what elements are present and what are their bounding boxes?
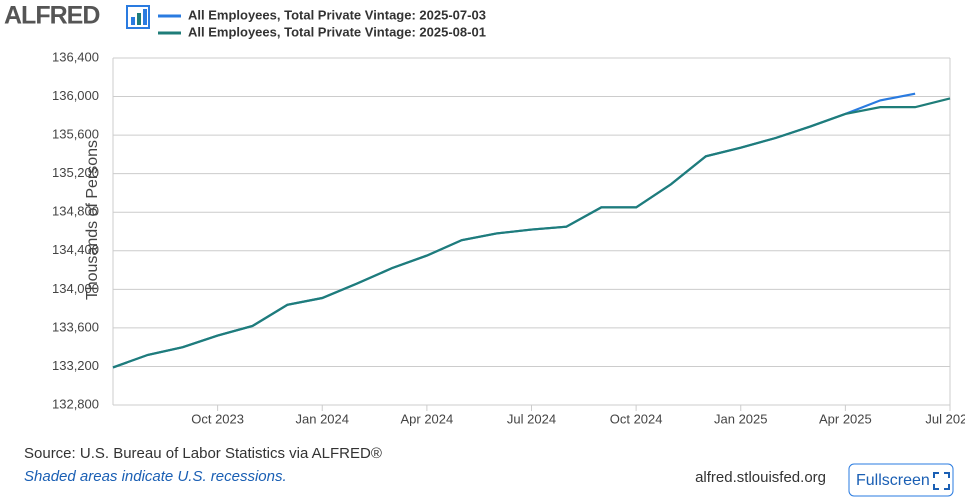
y-tick-label: 135,600 bbox=[52, 127, 99, 142]
y-tick-label: 136,000 bbox=[52, 88, 99, 103]
button-label[interactable]: Fullscreen bbox=[856, 472, 930, 489]
legend-label: All Employees, Total Private Vintage: 20… bbox=[188, 24, 486, 39]
logo-icon bbox=[126, 5, 150, 29]
y-tick-label: 132,800 bbox=[52, 396, 99, 411]
fullscreen-button[interactable]: Fullscreen bbox=[848, 463, 954, 497]
legend-label: All Employees, Total Private Vintage: 20… bbox=[188, 7, 486, 22]
x-tick-label: Apr 2025 bbox=[819, 411, 872, 426]
x-tick-label: Oct 2024 bbox=[610, 411, 663, 426]
button-icon[interactable] bbox=[933, 472, 950, 490]
x-tick-label: Jul 2024 bbox=[507, 411, 556, 426]
url: alfred.stlouisfed.org bbox=[695, 469, 826, 486]
x-tick-label: Oct 2023 bbox=[191, 411, 244, 426]
logo: ALFRED bbox=[4, 2, 99, 30]
x-tick-label: Apr 2024 bbox=[400, 411, 453, 426]
y-tick-label: 136,400 bbox=[52, 49, 99, 64]
x-tick-label: Jan 2025 bbox=[714, 411, 768, 426]
series-line bbox=[112, 97, 951, 369]
source: Source: U.S. Bureau of Labor Statistics … bbox=[24, 445, 382, 462]
x-tick-label: Jan 2024 bbox=[296, 411, 350, 426]
y-tick-label: 134,800 bbox=[52, 204, 99, 219]
y-tick-label: 133,600 bbox=[52, 319, 99, 334]
y-tick-label: 135,200 bbox=[52, 165, 99, 180]
y-tick-label: 133,200 bbox=[52, 358, 99, 373]
y-axis-label: Thousands of Persons bbox=[84, 140, 101, 300]
button-frame[interactable] bbox=[848, 463, 954, 497]
y-tick-label: 134,000 bbox=[52, 281, 99, 296]
x-tick-label: Jul 2025 bbox=[925, 411, 965, 426]
y-tick-label: 134,400 bbox=[52, 242, 99, 257]
note: Shaded areas indicate U.S. recessions. bbox=[24, 468, 287, 485]
